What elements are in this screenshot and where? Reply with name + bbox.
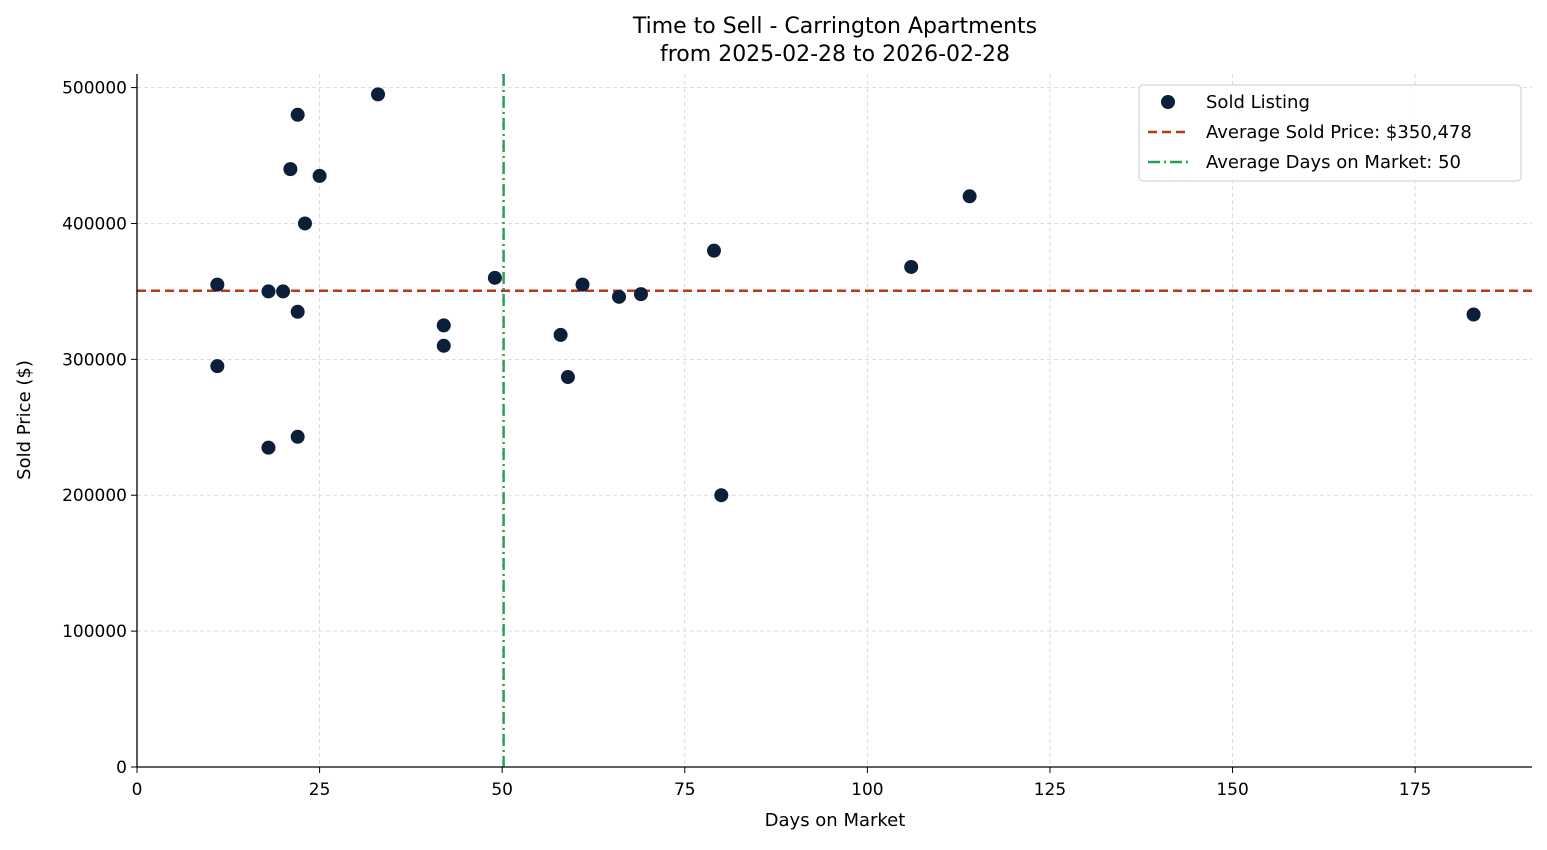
legend-box: [1138, 84, 1522, 182]
y-tick-label: 400000: [62, 214, 127, 234]
data-point: [487, 270, 502, 285]
data-point: [297, 216, 312, 231]
data-point: [436, 318, 451, 333]
legend-item-average-days: Average Days on Market: 50: [1206, 152, 1461, 173]
chart-title: Time to Sell - Carrington Apartments: [632, 14, 1037, 39]
legend-item-average-price: Average Sold Price: $350,478: [1206, 122, 1472, 143]
data-point: [261, 440, 276, 455]
y-tick-label: 500000: [62, 79, 127, 99]
y-tick-label: 100000: [62, 622, 127, 642]
data-point: [210, 359, 225, 374]
x-tick-label: 100: [851, 780, 883, 800]
legend: Sold Listing Average Sold Price: $350,478…: [1138, 84, 1522, 182]
data-point: [575, 277, 590, 292]
data-point: [290, 429, 305, 444]
data-point: [633, 287, 648, 302]
x-axis-label: Days on Market: [765, 810, 906, 831]
data-point: [1466, 307, 1481, 322]
data-point: [371, 87, 386, 102]
data-point: [904, 259, 919, 274]
y-tick-label: 0: [116, 758, 127, 778]
data-point: [283, 162, 298, 177]
x-tick-label: 0: [132, 780, 143, 800]
data-point: [290, 304, 305, 319]
x-tick-label: 150: [1216, 780, 1248, 800]
data-point: [312, 168, 327, 183]
data-point: [276, 284, 291, 299]
x-tick-label: 75: [674, 780, 696, 800]
legend-item-sold-listing: Sold Listing: [1206, 92, 1310, 113]
data-points: [210, 87, 1481, 503]
x-tick-label: 175: [1399, 780, 1431, 800]
data-point: [210, 277, 225, 292]
data-point: [290, 107, 305, 122]
data-point: [560, 370, 575, 385]
data-point: [612, 289, 627, 304]
x-tick-label: 25: [309, 780, 331, 800]
y-tick-label: 200000: [62, 486, 127, 506]
data-point: [714, 488, 729, 503]
data-point: [553, 327, 568, 342]
data-point: [962, 189, 977, 204]
reference-lines: [137, 74, 1532, 767]
data-point: [261, 284, 276, 299]
data-point: [706, 243, 721, 258]
y-tick-label: 300000: [62, 350, 127, 370]
axes: 0 25 50 75 100 125 150 175 0 100000 200000 300000 40…: [62, 74, 1532, 800]
legend-marker: [1161, 95, 1175, 109]
chart-subtitle: from 2025-02-28 to 2026-02-28: [660, 42, 1010, 67]
x-tick-label: 50: [491, 780, 513, 800]
x-tick-label: 125: [1034, 780, 1066, 800]
data-point: [436, 338, 451, 353]
y-axis-label: Sold Price ($): [14, 360, 35, 480]
